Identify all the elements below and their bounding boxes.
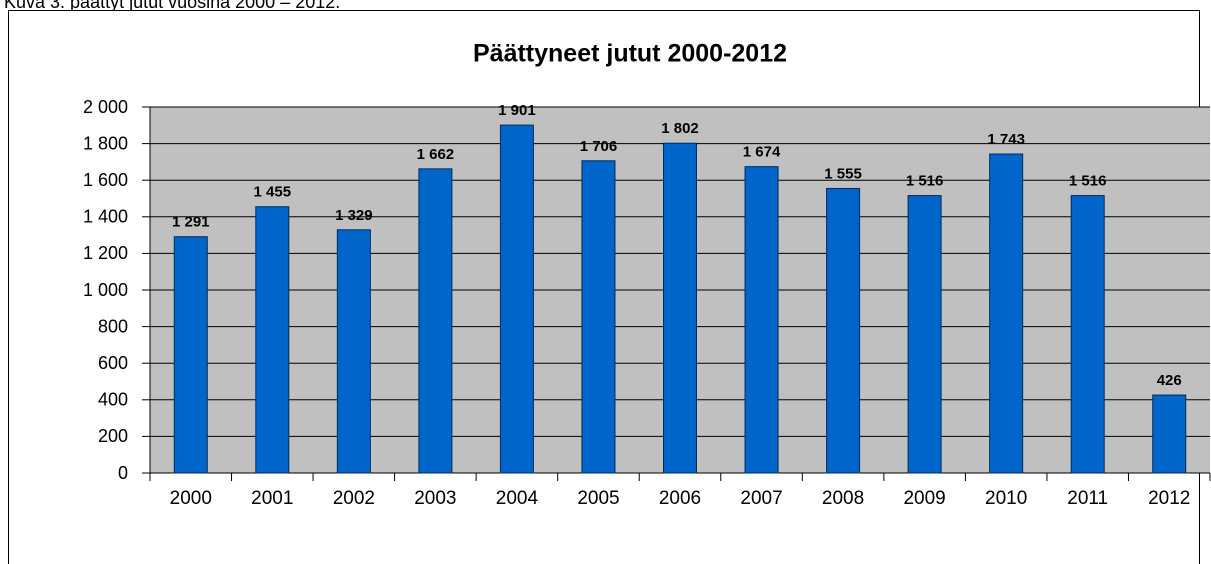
y-tick-label: 0: [118, 463, 128, 483]
y-tick-label: 1 600: [83, 170, 128, 190]
x-tick-label: 2004: [496, 488, 539, 509]
x-tick-label: 2000: [170, 488, 212, 509]
data-label: 1 706: [580, 138, 618, 155]
x-tick-label: 2007: [740, 488, 782, 509]
bar: [581, 160, 616, 474]
x-tick-label: 2005: [577, 488, 619, 509]
y-tick-label: 2 000: [83, 97, 128, 117]
data-label: 1 516: [1069, 173, 1107, 190]
chart-title: Päättyneet jutut 2000-2012: [473, 40, 787, 68]
y-tick-label: 400: [98, 390, 128, 410]
data-label: 1 901: [498, 102, 536, 119]
x-tick-label: 2008: [822, 488, 864, 509]
data-label: 426: [1157, 372, 1182, 389]
data-label: 1 291: [172, 214, 210, 231]
y-tick-label: 1 200: [83, 243, 128, 263]
data-label: 1 662: [417, 146, 455, 163]
bar: [1152, 394, 1187, 474]
y-tick-label: 200: [98, 426, 128, 446]
y-tick-label: 600: [98, 353, 128, 373]
bar: [907, 195, 942, 474]
data-label: 1 802: [661, 120, 699, 137]
x-tick-label: 2009: [903, 488, 945, 509]
bar: [499, 124, 534, 474]
bar: [744, 166, 779, 474]
data-label: 1 674: [743, 144, 781, 161]
y-tick-label: 1 000: [83, 280, 128, 300]
data-label: 1 455: [254, 184, 292, 201]
x-tick-label: 2012: [1148, 488, 1190, 509]
bar: [173, 236, 208, 474]
x-tick-label: 2003: [414, 488, 456, 509]
data-label: 1 516: [906, 173, 944, 190]
bar: [989, 153, 1024, 474]
x-tick-label: 2002: [333, 488, 375, 509]
x-tick-label: 2006: [659, 488, 701, 509]
y-tick-label: 1 800: [83, 133, 128, 153]
bar: [826, 187, 861, 474]
data-label: 1 555: [824, 165, 862, 182]
x-tick-label: 2011: [1067, 488, 1108, 509]
caption: Kuva 3. päättyt jutut vuosina 2000 – 201…: [4, 0, 340, 12]
data-label: 1 329: [335, 207, 373, 224]
y-tick-label: 1 400: [83, 207, 128, 227]
x-tick-label: 2001: [251, 488, 293, 509]
y-tick-label: 800: [98, 316, 128, 336]
bar: [663, 142, 697, 474]
x-tick-label: 2010: [985, 488, 1027, 509]
data-label: 1 743: [987, 131, 1025, 148]
bar: [418, 168, 453, 474]
bar: [255, 206, 290, 474]
bar: [1070, 195, 1105, 474]
bar: [336, 229, 371, 474]
